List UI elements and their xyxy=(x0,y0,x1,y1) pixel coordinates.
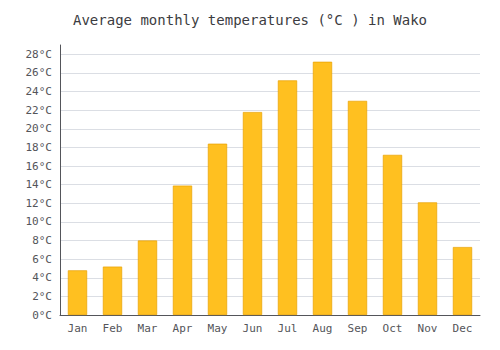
svg-text:Average monthly temperatures (: Average monthly temperatures (°C ) in Wa… xyxy=(73,12,427,28)
svg-text:6°C: 6°C xyxy=(32,253,52,266)
svg-text:Apr: Apr xyxy=(173,322,193,335)
svg-text:Jun: Jun xyxy=(243,322,263,335)
svg-text:10°C: 10°C xyxy=(26,215,53,228)
svg-text:Mar: Mar xyxy=(138,322,158,335)
svg-text:12°C: 12°C xyxy=(26,197,53,210)
svg-text:Jul: Jul xyxy=(278,322,298,335)
svg-text:2°C: 2°C xyxy=(32,290,52,303)
svg-text:14°C: 14°C xyxy=(26,178,53,191)
svg-text:26°C: 26°C xyxy=(26,66,53,79)
svg-text:20°C: 20°C xyxy=(26,122,53,135)
svg-text:16°C: 16°C xyxy=(26,160,53,173)
svg-text:Nov: Nov xyxy=(418,322,438,335)
svg-text:Sep: Sep xyxy=(348,322,368,335)
svg-text:Feb: Feb xyxy=(103,322,123,335)
svg-text:24°C: 24°C xyxy=(26,85,53,98)
svg-text:May: May xyxy=(208,322,228,335)
svg-text:Jan: Jan xyxy=(68,322,88,335)
svg-text:4°C: 4°C xyxy=(32,271,52,284)
svg-text:8°C: 8°C xyxy=(32,234,52,247)
svg-text:18°C: 18°C xyxy=(26,141,53,154)
svg-text:Dec: Dec xyxy=(453,322,473,335)
svg-text:28°C: 28°C xyxy=(26,48,53,61)
svg-text:0°C: 0°C xyxy=(32,309,52,322)
svg-text:Aug: Aug xyxy=(313,322,333,335)
svg-text:22°C: 22°C xyxy=(26,104,53,117)
svg-text:Oct: Oct xyxy=(383,322,403,335)
